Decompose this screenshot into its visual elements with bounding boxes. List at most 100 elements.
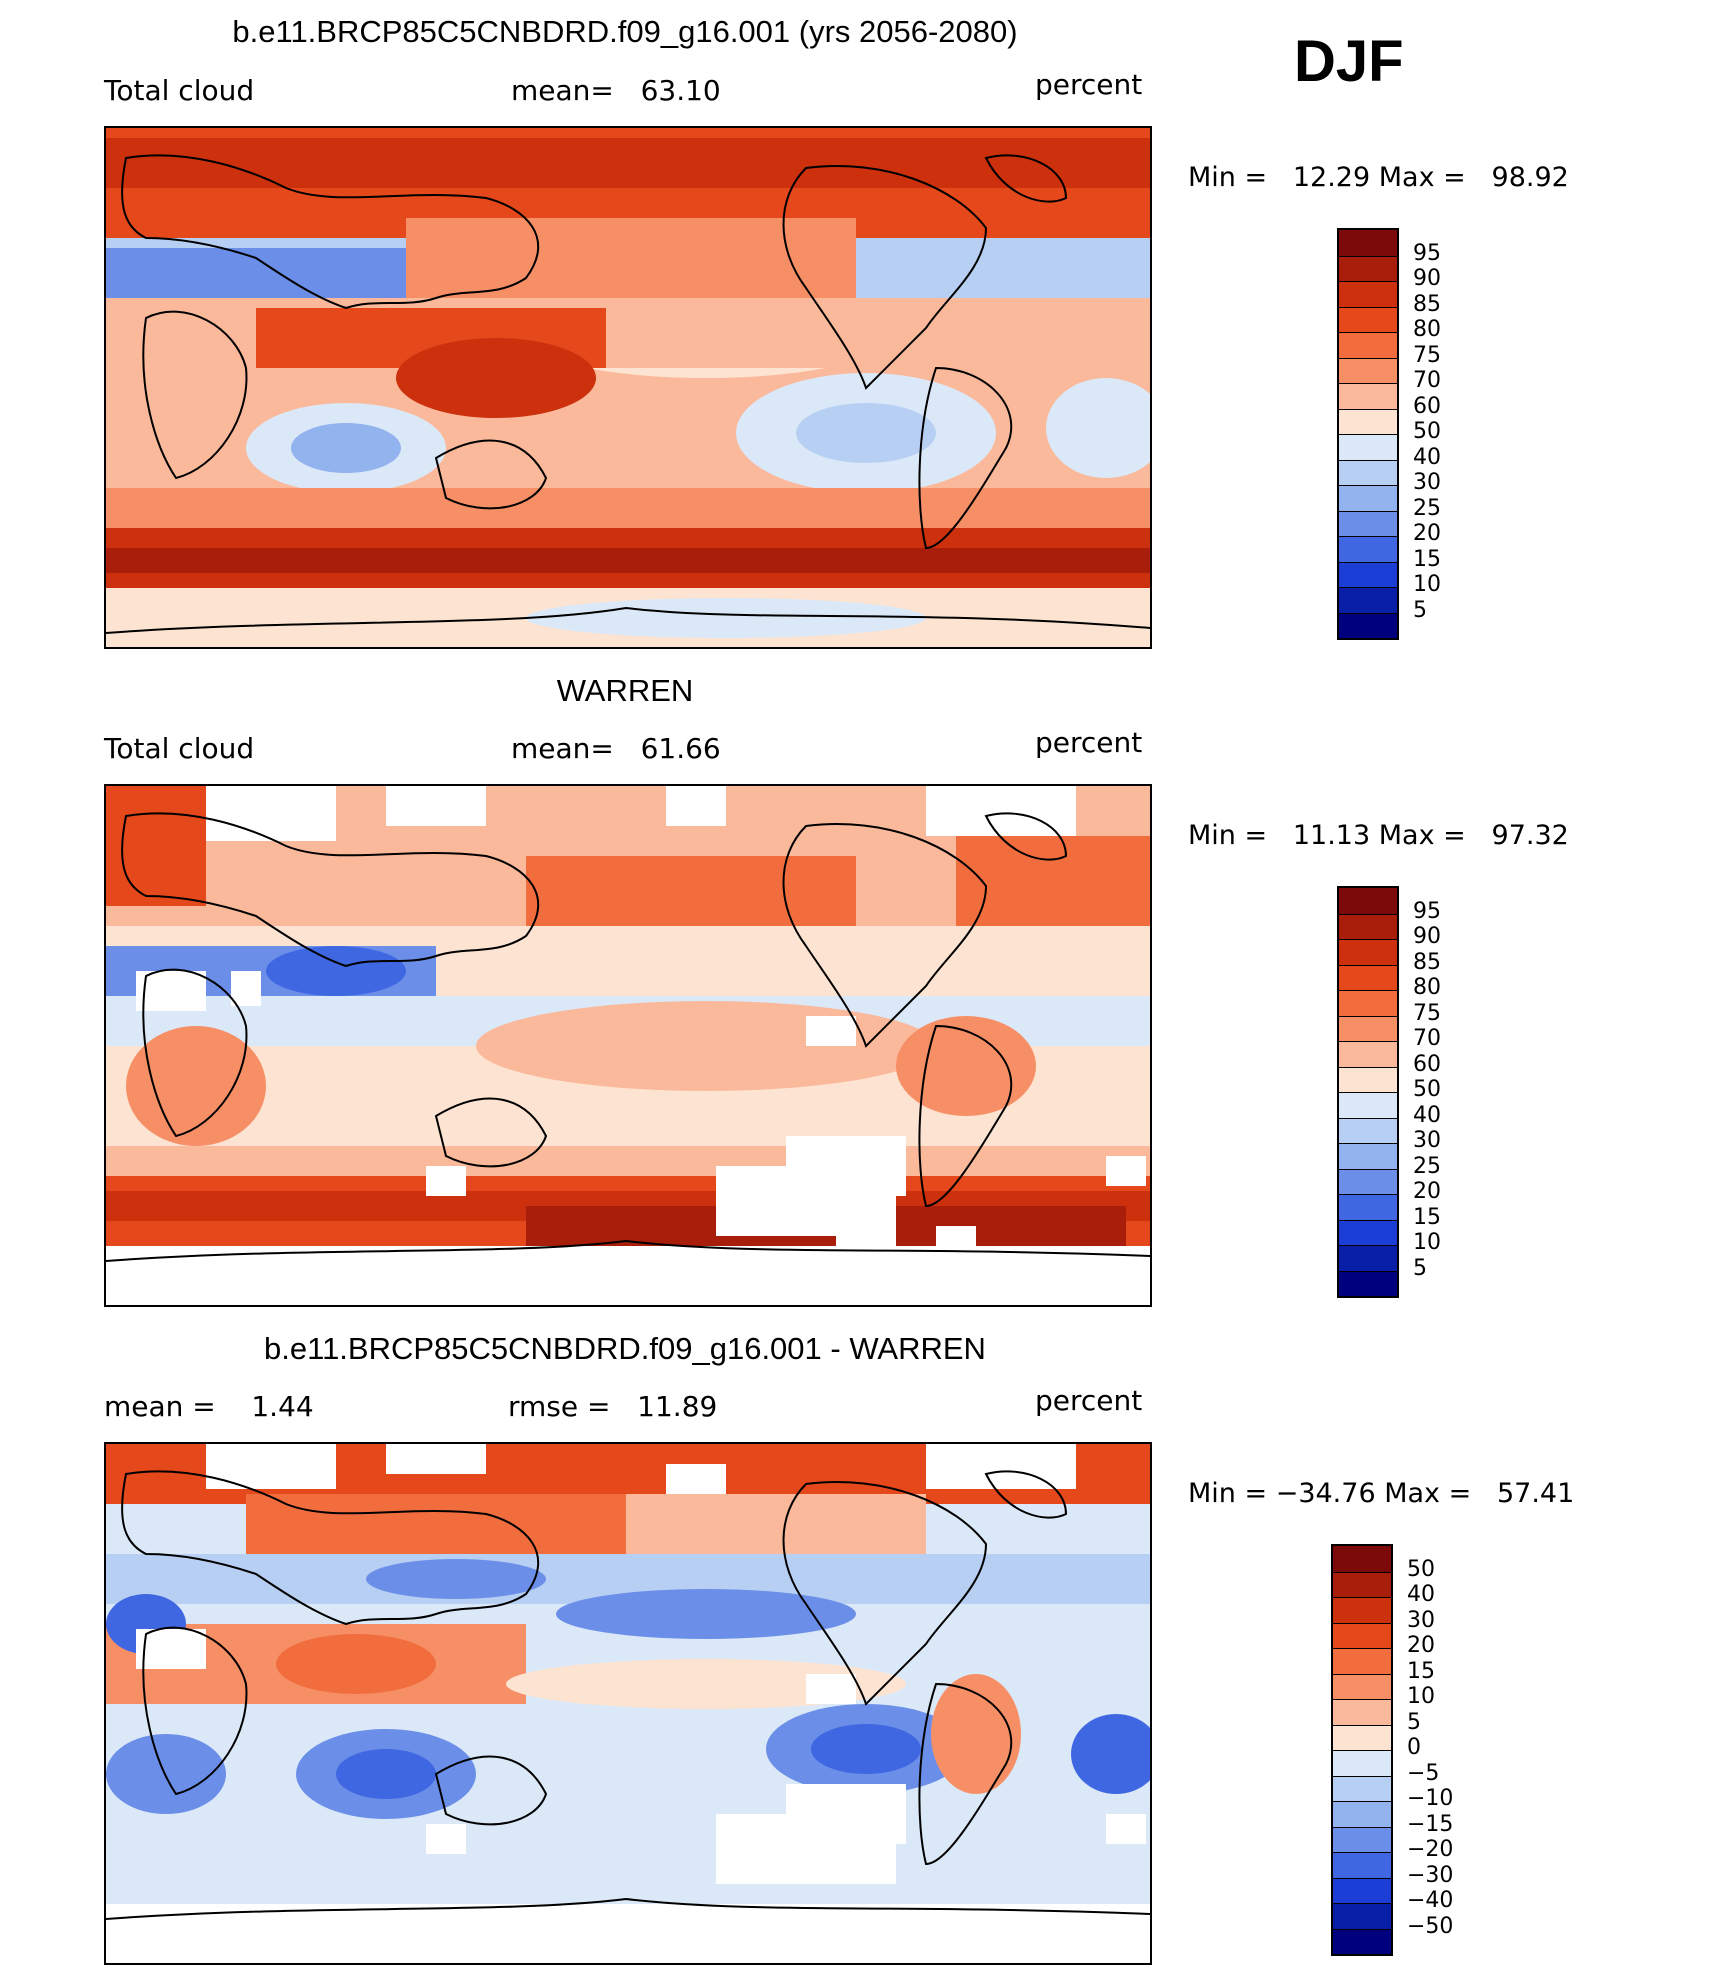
panel-3-min-max: Min = −34.76 Max = 57.41	[1188, 1478, 1575, 1509]
colorbar-segment	[1339, 281, 1397, 307]
colorbar-segment	[1333, 1903, 1391, 1929]
colorbar-tick-label: 20	[1413, 521, 1441, 546]
colorbar-segment	[1333, 1750, 1391, 1776]
colorbar-tick-label: 0	[1407, 1735, 1421, 1760]
colorbar-segment	[1333, 1571, 1391, 1597]
panel-2-title: WARREN	[556, 673, 694, 708]
colorbar-tick-label: 90	[1413, 266, 1441, 291]
colorbar-segment	[1339, 1041, 1397, 1067]
panel-1-map	[104, 126, 1152, 649]
colorbar-tick-label: 20	[1413, 1179, 1441, 1204]
colorbar-segment	[1339, 1015, 1397, 1041]
panel-3-units-label: percent	[1035, 1384, 1143, 1417]
colorbar-tick-label: 25	[1413, 1153, 1441, 1179]
colorbar-tick-label: −15	[1407, 1811, 1454, 1837]
colorbar-segment	[1333, 1648, 1391, 1674]
colorbar-tick-label: 15	[1413, 1204, 1441, 1230]
panel-1-map-field	[106, 128, 1150, 647]
colorbar-segment	[1333, 1724, 1391, 1750]
colorbar-segment	[1333, 1801, 1391, 1827]
colorbar-tick-label: 50	[1407, 1556, 1435, 1582]
colorbar-segment	[1339, 1194, 1397, 1220]
colorbar-segment	[1339, 332, 1397, 358]
colorbar-tick-label: 15	[1413, 546, 1441, 572]
panel-3-map-field	[106, 1444, 1150, 1963]
colorbar-tick-label: 75	[1413, 342, 1441, 368]
colorbar-tick-label: 85	[1413, 291, 1441, 317]
colorbar-tick-label: 10	[1413, 572, 1441, 597]
colorbar-tick-label: −20	[1407, 1837, 1454, 1862]
panel-3-title: b.e11.BRCP85C5CNBDRD.f09_g16.001 - WARRE…	[264, 1331, 986, 1366]
colorbar-tick-label: 85	[1413, 949, 1441, 975]
colorbar-segment	[1339, 561, 1397, 587]
colorbar-tick-label: 10	[1407, 1684, 1435, 1709]
colorbar-segment	[1339, 1245, 1397, 1271]
colorbar-tick-label: 30	[1407, 1607, 1435, 1633]
colorbar-tick-label: 95	[1413, 240, 1441, 266]
colorbar-segment	[1339, 587, 1397, 613]
colorbar-segment	[1333, 1826, 1391, 1852]
colorbar-segment	[1339, 1168, 1397, 1194]
colorbar-tick-label: 60	[1413, 393, 1441, 419]
colorbar-tick-label: 30	[1413, 1128, 1441, 1153]
colorbar-tick-label: −50	[1407, 1913, 1454, 1939]
panel-3-rmse-label: rmse = 11.89	[508, 1390, 718, 1423]
colorbar-segment	[1339, 255, 1397, 281]
colorbar-segment	[1339, 459, 1397, 485]
panel-2-mean-label: mean= 61.66	[511, 732, 721, 765]
colorbar-segment	[1339, 888, 1397, 914]
colorbar-segment	[1333, 1775, 1391, 1801]
panel-3-mean-label: mean = 1.44	[104, 1390, 314, 1423]
colorbar-segment	[1339, 306, 1397, 332]
panel-1-title: b.e11.BRCP85C5CNBDRD.f09_g16.001 (yrs 20…	[232, 14, 1018, 49]
panel-2-map	[104, 784, 1152, 1307]
colorbar-tick-label: 5	[1407, 1709, 1421, 1735]
colorbar-segment	[1339, 1117, 1397, 1143]
colorbar-tick-label: 5	[1413, 1255, 1427, 1281]
colorbar-segment	[1339, 913, 1397, 939]
season-label: DJF	[1294, 29, 1404, 94]
colorbar-tick-label: 60	[1413, 1051, 1441, 1077]
panel-1-units-label: percent	[1035, 68, 1143, 101]
colorbar-segment	[1339, 536, 1397, 562]
panel-2-variable-label: Total cloud	[104, 732, 255, 765]
colorbar-tick-label: 30	[1413, 470, 1441, 495]
colorbar-segment	[1339, 1092, 1397, 1118]
colorbar-segment	[1339, 408, 1397, 434]
panel-3-map	[104, 1442, 1152, 1965]
colorbar-segment	[1339, 383, 1397, 409]
panel-1-variable-label: Total cloud	[104, 74, 255, 107]
colorbar-tick-label: −40	[1407, 1888, 1454, 1913]
panel-2-colorbar	[1337, 886, 1399, 1298]
colorbar-tick-label: −30	[1407, 1862, 1454, 1888]
colorbar-tick-label: 80	[1413, 975, 1441, 1000]
colorbar-tick-label: 40	[1413, 1102, 1441, 1128]
colorbar-segment	[1333, 1597, 1391, 1623]
colorbar-segment	[1333, 1699, 1391, 1725]
colorbar-tick-label: 40	[1413, 444, 1441, 470]
colorbar-segment	[1333, 1877, 1391, 1903]
colorbar-segment	[1339, 1219, 1397, 1245]
colorbar-tick-label: −5	[1407, 1760, 1440, 1786]
panel-3-colorbar	[1331, 1544, 1393, 1956]
panel-1-min-max: Min = 12.29 Max = 98.92	[1188, 162, 1569, 193]
panel-1-mean-label: mean= 63.10	[511, 74, 721, 107]
colorbar-tick-label: 5	[1413, 597, 1427, 623]
colorbar-tick-label: 90	[1413, 924, 1441, 949]
colorbar-segment	[1333, 1852, 1391, 1878]
colorbar-segment	[1333, 1673, 1391, 1699]
colorbar-segment	[1339, 510, 1397, 536]
colorbar-tick-label: 20	[1407, 1633, 1435, 1658]
colorbar-segment	[1339, 357, 1397, 383]
colorbar-segment	[1339, 990, 1397, 1016]
colorbar-tick-label: 25	[1413, 495, 1441, 521]
colorbar-tick-label: −10	[1407, 1786, 1454, 1811]
colorbar-segment	[1333, 1546, 1391, 1572]
colorbar-segment	[1339, 434, 1397, 460]
colorbar-tick-label: 70	[1413, 368, 1441, 393]
colorbar-tick-label: 50	[1413, 419, 1441, 444]
colorbar-tick-label: 75	[1413, 1000, 1441, 1026]
colorbar-segment	[1339, 485, 1397, 511]
colorbar-tick-label: 80	[1413, 317, 1441, 342]
colorbar-segment	[1339, 1066, 1397, 1092]
